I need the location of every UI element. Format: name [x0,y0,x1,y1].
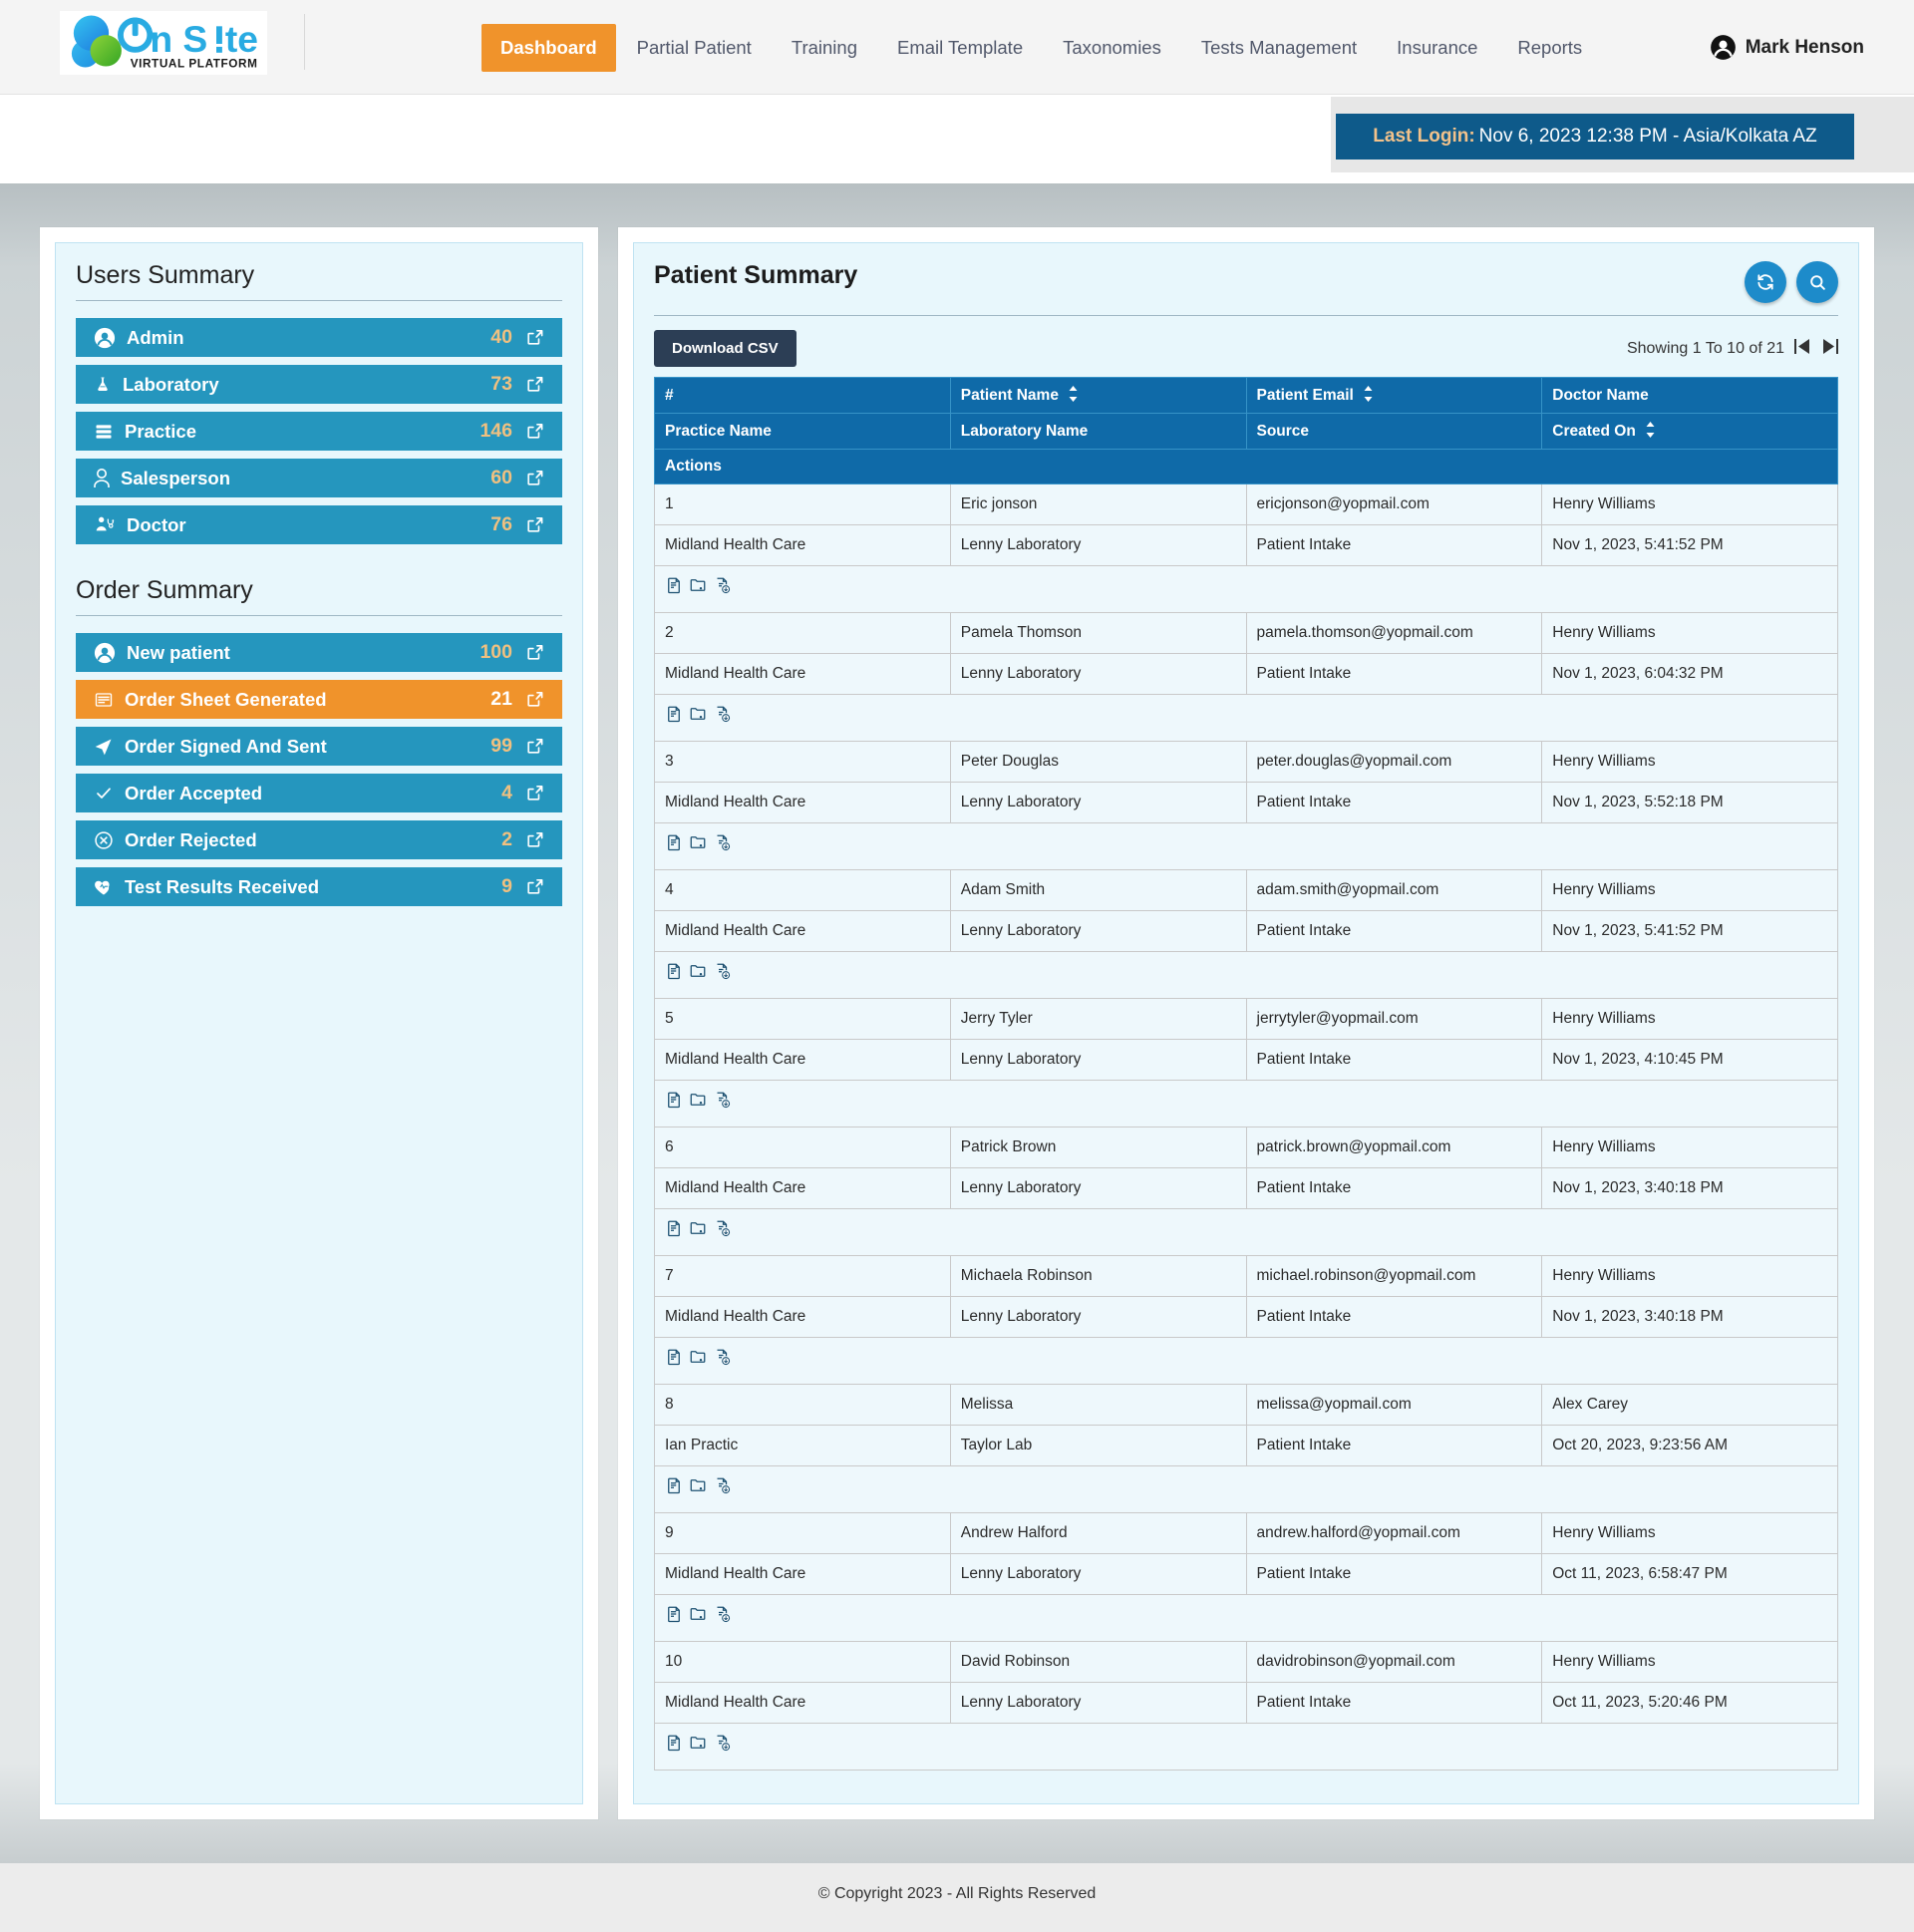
svg-text:te: te [225,18,258,60]
svg-text:n S: n S [150,18,207,60]
svg-text:VIRTUAL PLATFORM: VIRTUAL PLATFORM [131,58,258,71]
